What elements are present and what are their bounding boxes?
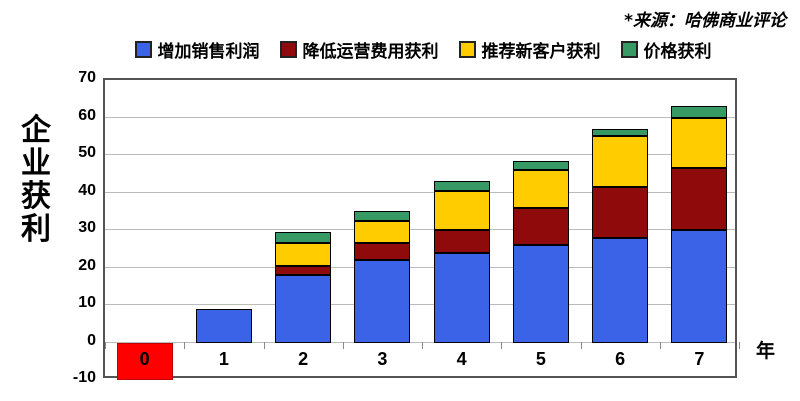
bar-segment xyxy=(671,230,728,343)
x-tick-label: 4 xyxy=(456,348,467,369)
y-axis-title-char: 业 xyxy=(21,147,51,180)
legend-label: 增加销售利润 xyxy=(157,41,260,62)
bar-segment xyxy=(592,136,649,187)
category-tick xyxy=(660,341,661,349)
gridline xyxy=(105,341,735,343)
gridline xyxy=(105,266,735,268)
y-tick-label: 70 xyxy=(78,69,96,86)
legend-item-price-profit: 价格获利 xyxy=(620,37,712,62)
bar-segment xyxy=(433,252,490,343)
y-tick-label: 10 xyxy=(78,294,96,311)
bar-segment xyxy=(433,181,490,191)
legend-item-referral-profit: 推荐新客户获利 xyxy=(458,37,601,62)
x-axis-unit-label: 年 xyxy=(756,340,776,362)
plot-area: 0 1 2 3 4 5 6 7 xyxy=(103,78,740,380)
category-tick xyxy=(264,341,265,349)
bar-segment xyxy=(275,265,332,275)
y-tick-label: 0 xyxy=(87,331,96,349)
bar-segment xyxy=(354,211,411,221)
bar-segment xyxy=(433,230,490,253)
x-tick-label: 1 xyxy=(218,348,229,369)
category-tick xyxy=(422,341,423,349)
y-tick-label: 20 xyxy=(78,256,96,274)
category-tick xyxy=(343,341,344,349)
legend-label: 降低运营费用获利 xyxy=(302,41,439,62)
legend-label: 推荐新客户获利 xyxy=(481,41,601,62)
bar-segment xyxy=(512,160,569,170)
category-tick xyxy=(581,341,582,349)
loss-bar xyxy=(116,342,173,380)
category-tick xyxy=(501,341,502,349)
bar-segment xyxy=(195,308,252,343)
bar-segment xyxy=(671,117,728,169)
x-tick-label: 2 xyxy=(298,348,309,369)
green-swatch-icon xyxy=(620,40,638,58)
legend: 增加销售利润 降低运营费用获利 推荐新客户获利 价格获利 xyxy=(103,37,743,62)
category-tick xyxy=(105,341,106,349)
bar-segment xyxy=(512,245,569,343)
blue-swatch-icon xyxy=(134,40,152,58)
bar-segment xyxy=(433,190,490,230)
bar-segment xyxy=(592,128,649,137)
x-tick-label: 6 xyxy=(615,348,626,369)
bar-segment xyxy=(354,260,411,343)
legend-label: 价格获利 xyxy=(643,41,712,62)
y-axis-title: 企业获利 xyxy=(14,114,58,246)
y-axis-title-char: 获 xyxy=(21,180,51,213)
y-axis-title-char: 企 xyxy=(21,114,51,147)
bar-segment xyxy=(512,170,569,208)
legend-item-cost-saving: 降低运营费用获利 xyxy=(279,37,439,62)
gridline xyxy=(105,304,735,305)
x-tick-label: 0 xyxy=(139,348,150,369)
bar-segment xyxy=(592,237,649,343)
bar-segment xyxy=(275,275,332,343)
y-axis-title-char: 利 xyxy=(21,213,51,246)
bar-segment xyxy=(275,243,332,266)
gridline xyxy=(105,191,735,193)
x-tick-label: 3 xyxy=(377,348,388,369)
y-tick-label: -10 xyxy=(72,369,96,386)
gridline xyxy=(105,229,735,230)
gridline xyxy=(105,116,735,118)
x-tick-label: 5 xyxy=(535,348,546,369)
darkred-swatch-icon xyxy=(279,40,297,58)
category-tick xyxy=(739,341,740,349)
x-tick-label: 7 xyxy=(694,348,705,369)
legend-item-sales-profit: 增加销售利润 xyxy=(134,37,260,62)
category-tick xyxy=(184,341,185,349)
bar-segment xyxy=(671,106,728,118)
bar-segment xyxy=(671,168,728,230)
bar-segment xyxy=(512,207,569,245)
bar-segment xyxy=(354,220,411,244)
bar-segment xyxy=(354,243,411,260)
source-note: *来源：哈佛商业评论 xyxy=(624,11,786,31)
yellow-swatch-icon xyxy=(458,40,476,58)
bar-segment xyxy=(592,186,649,238)
gridline xyxy=(105,154,735,155)
bar-segment xyxy=(275,231,332,244)
